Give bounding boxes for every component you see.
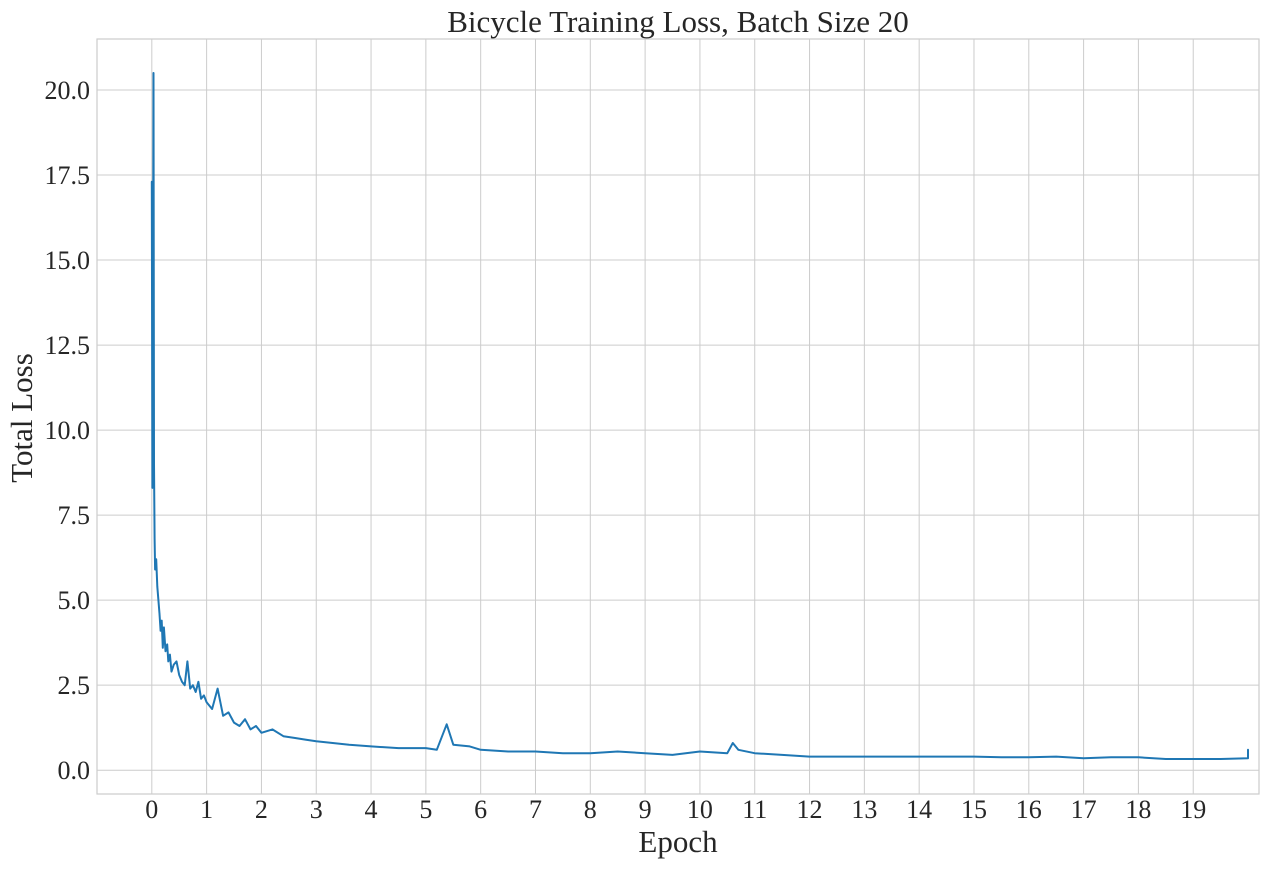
x-tick-label: 7 [529, 795, 542, 824]
series-layer [150, 72, 1249, 760]
y-tick-label: 12.5 [45, 331, 91, 360]
x-tick-label: 3 [310, 795, 323, 824]
x-tick-label: 19 [1180, 795, 1206, 824]
x-tick-label: 15 [961, 795, 987, 824]
x-tick-label: 11 [742, 795, 767, 824]
x-tick-label: 6 [474, 795, 487, 824]
y-tick-label: 5.0 [58, 586, 91, 615]
x-tick-label: 0 [145, 795, 158, 824]
x-axis-label: Epoch [638, 824, 718, 859]
y-tick-label: 10.0 [45, 416, 91, 445]
y-tick-labels: 0.0 2.5 5.0 7.5 10.0 12.5 15.0 17.5 20.0 [45, 76, 91, 785]
y-tick-label: 17.5 [45, 161, 91, 190]
x-tick-label: 4 [365, 795, 378, 824]
x-tick-labels: 0 1 2 3 4 5 6 7 8 9 10 11 12 13 14 15 16 17 18 19 [145, 795, 1206, 824]
x-tick-label: 18 [1125, 795, 1151, 824]
y-tick-label: 0.0 [58, 756, 91, 785]
x-tick-label: 2 [255, 795, 268, 824]
x-tick-label: 17 [1071, 795, 1097, 824]
chart-title: Bicycle Training Loss, Batch Size 20 [447, 4, 909, 39]
x-tick-label: 13 [851, 795, 877, 824]
plot-frame [96, 38, 1260, 795]
y-tick-label: 7.5 [58, 501, 91, 530]
x-tick-label: 8 [584, 795, 597, 824]
x-tick-label: 12 [797, 795, 823, 824]
x-tick-label: 14 [906, 795, 932, 824]
x-tick-label: 16 [1016, 795, 1042, 824]
y-tick-label: 2.5 [58, 671, 91, 700]
y-axis-label: Total Loss [4, 353, 39, 483]
y-tick-label: 20.0 [45, 76, 91, 105]
x-tick-label: 5 [419, 795, 432, 824]
loss-series-line [150, 72, 1249, 760]
x-tick-label: 1 [200, 795, 213, 824]
x-tick-label: 9 [639, 795, 652, 824]
x-tick-label: 10 [687, 795, 713, 824]
y-tick-label: 15.0 [45, 246, 91, 275]
grid [97, 39, 1259, 794]
